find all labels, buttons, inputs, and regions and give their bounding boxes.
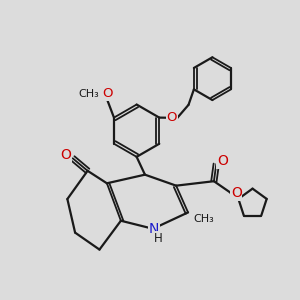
Text: O: O xyxy=(102,87,113,100)
Text: O: O xyxy=(61,148,72,162)
Text: O: O xyxy=(167,110,177,124)
Text: N: N xyxy=(149,222,159,236)
Text: O: O xyxy=(217,154,228,168)
Text: H: H xyxy=(154,232,163,245)
Text: CH₃: CH₃ xyxy=(193,214,214,224)
Text: CH₃: CH₃ xyxy=(79,89,99,99)
Text: O: O xyxy=(231,186,242,200)
